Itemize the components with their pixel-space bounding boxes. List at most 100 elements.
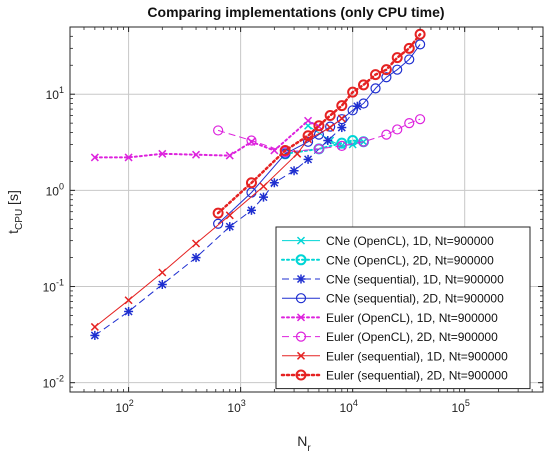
legend-swatch-marker: [295, 331, 307, 342]
data-point: [358, 136, 369, 147]
y-tick-label-base: 10: [43, 281, 57, 295]
data-point: [337, 114, 346, 123]
data-point: [326, 123, 335, 132]
data-point: [90, 153, 99, 162]
y-tick-label-exp: -1: [56, 278, 64, 288]
data-point: [246, 205, 256, 215]
legend-marker: [296, 236, 306, 245]
x-tick-label-base: 10: [227, 401, 241, 415]
y-axis-title-base: t: [5, 230, 21, 234]
data-point: [324, 110, 336, 122]
legend-swatch-marker: [295, 254, 307, 266]
data-point: [380, 64, 392, 76]
data-point: [90, 322, 99, 331]
data-point: [191, 253, 201, 263]
legend-entry: CNe (sequential), 2D, Nt=900000: [282, 292, 504, 306]
legend-label: Euler (sequential), 1D, Nt=900000: [326, 349, 508, 363]
data-point: [336, 114, 347, 125]
y-tick-label-exp: 1: [59, 85, 64, 95]
legend-entry: Euler (sequential), 2D, Nt=900000: [280, 369, 508, 383]
series-line: [94, 118, 343, 328]
y-tick-label: 101: [46, 85, 64, 102]
data-point: [289, 166, 299, 176]
data-point: [325, 121, 336, 132]
data-point: [392, 64, 403, 75]
legend-entry: Euler (OpenCL), 1D, Nt=900000: [281, 311, 498, 325]
data-point: [336, 137, 348, 149]
legend-box: [275, 226, 531, 390]
legend-entry: CNe (OpenCL), 1D, Nt=900000: [282, 234, 494, 248]
data-point: [270, 146, 279, 155]
data-point: [303, 154, 313, 164]
x-axis-title-base: N: [297, 433, 307, 449]
y-tick-label-exp: -2: [56, 374, 64, 384]
x-tick-label-base: 10: [339, 401, 353, 415]
data-point: [212, 207, 224, 219]
legend-entry: Euler (sequential), 1D, Nt=900000: [282, 349, 508, 363]
series-7: [90, 114, 346, 331]
legend-marker: [295, 331, 307, 342]
legend: CNe (OpenCL), 1D, Nt=900000 CNe (OpenCL),…: [275, 226, 531, 390]
data-point: [404, 54, 415, 65]
data-point: [269, 178, 279, 188]
x-tick-label: 104: [339, 398, 357, 415]
data-point: [157, 279, 167, 289]
x-tick-label-base: 10: [115, 401, 129, 415]
legend-swatch-marker: [295, 369, 307, 381]
data-point: [213, 125, 224, 136]
legend-swatch-marker: [296, 274, 306, 284]
legend-marker: [296, 274, 306, 284]
data-point: [323, 136, 333, 146]
x-tick-label-exp: 2: [129, 398, 134, 408]
data-point: [124, 153, 133, 162]
x-tick-label: 105: [452, 398, 470, 415]
legend-label: Euler (OpenCL), 2D, Nt=900000: [326, 330, 498, 344]
data-point: [336, 140, 347, 152]
legend-marker: [296, 351, 306, 360]
data-point: [225, 151, 234, 160]
x-tick-label-exp: 3: [241, 398, 246, 408]
data-point: [403, 42, 415, 54]
tick-marks: [69, 26, 544, 393]
data-point: [304, 116, 313, 125]
legend-label: CNe (OpenCL), 2D, Nt=900000: [326, 253, 494, 267]
legend-marker: [295, 293, 307, 304]
data-point: [415, 114, 426, 125]
data-point: [302, 130, 314, 142]
data-point: [302, 136, 314, 147]
data-point: [392, 124, 403, 135]
legend-marker: [296, 313, 306, 322]
x-tick-label-base: 10: [452, 401, 466, 415]
data-point: [337, 123, 347, 133]
legend-entry: CNe (OpenCL), 2D, Nt=900000: [281, 253, 494, 267]
y-tick-label-exp: 0: [59, 181, 64, 191]
data-point: [381, 72, 392, 83]
data-point: [370, 69, 382, 81]
legend-swatch-marker: [295, 293, 307, 304]
legend-swatch-marker: [296, 351, 306, 360]
x-tick-label: 102: [115, 398, 133, 415]
data-point: [336, 100, 348, 112]
data-point: [245, 177, 257, 189]
y-tick-label: 100: [46, 181, 64, 198]
x-tick-label-exp: 4: [353, 398, 358, 408]
data-point: [313, 143, 325, 154]
data-point: [370, 83, 381, 94]
y-tick-label-base: 10: [43, 377, 57, 391]
data-point: [192, 239, 201, 248]
legend-swatch-marker: [296, 236, 306, 245]
data-point: [124, 306, 134, 316]
legend-label: Euler (OpenCL), 1D, Nt=900000: [326, 311, 498, 325]
series-line: [217, 118, 421, 153]
data-point: [258, 192, 268, 202]
y-axis-title: tCPU [s]: [5, 190, 25, 234]
data-point: [259, 182, 268, 191]
data-point: [90, 330, 100, 340]
x-axis-title: Nr: [297, 433, 311, 454]
data-point: [293, 149, 302, 158]
data-point: [279, 144, 291, 156]
data-point: [358, 79, 370, 91]
data-point: [347, 86, 359, 98]
